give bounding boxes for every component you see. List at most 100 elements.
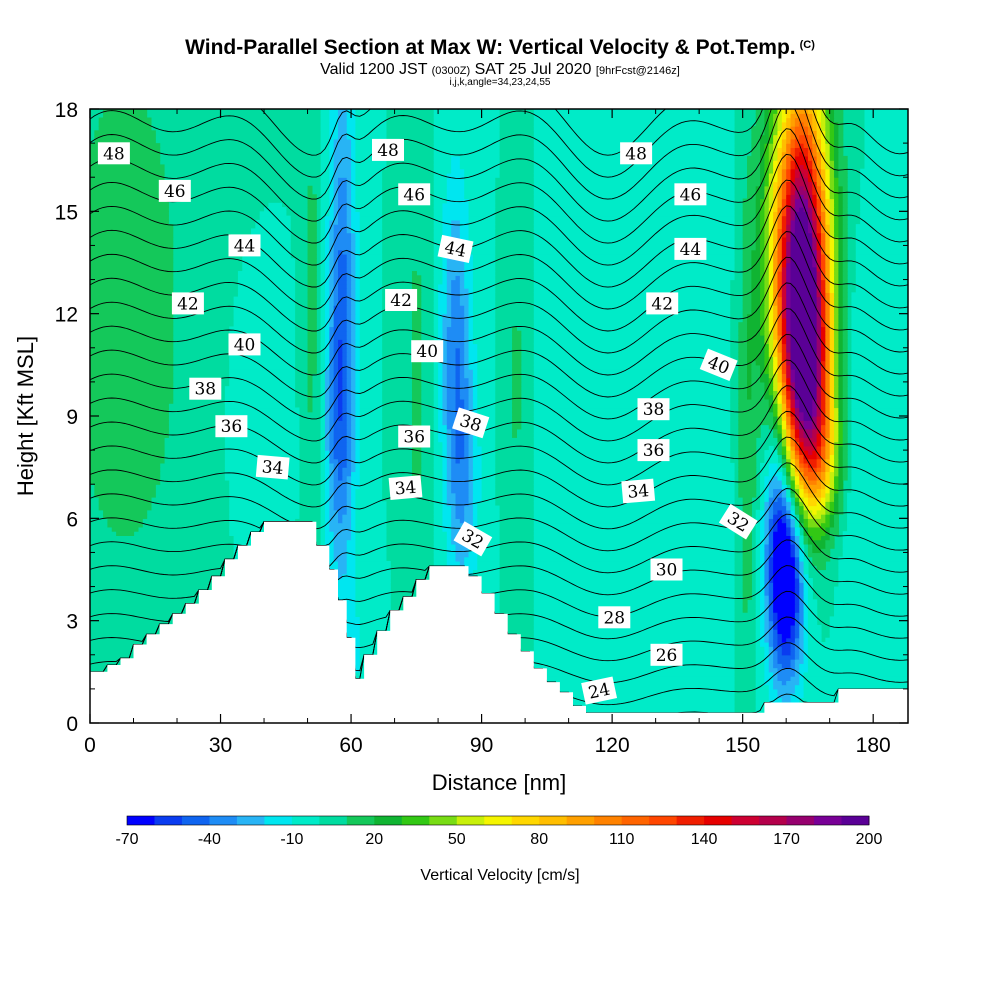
velocity-cell [451, 488, 470, 494]
velocity-cell [338, 356, 343, 362]
velocity-cell [477, 386, 496, 392]
velocity-cell [738, 398, 770, 404]
velocity-cell [90, 215, 169, 221]
velocity-cell [842, 543, 908, 549]
velocity-cell [768, 143, 774, 148]
velocity-cell [324, 497, 330, 502]
velocity-cell [755, 241, 761, 247]
velocity-cell [816, 407, 822, 413]
velocity-cell [90, 416, 169, 421]
velocity-cell [794, 172, 800, 178]
velocity-cell [829, 300, 835, 306]
velocity-cell [790, 241, 813, 247]
velocity-cell [320, 386, 326, 392]
velocity-cell [355, 177, 383, 183]
velocity-cell [786, 296, 792, 302]
velocity-cell [794, 484, 800, 490]
velocity-cell [442, 219, 452, 225]
velocity-cell [411, 445, 422, 451]
velocity-cell [446, 300, 452, 306]
velocity-cell [307, 390, 313, 396]
velocity-cell [786, 334, 792, 340]
velocity-cell [512, 407, 522, 413]
velocity-cell [807, 531, 826, 536]
velocity-cell [338, 475, 343, 481]
velocity-cell [307, 211, 317, 217]
velocity-cell [773, 386, 779, 392]
velocity-cell [764, 271, 770, 276]
velocity-cell [760, 211, 766, 217]
velocity-cell [764, 595, 770, 600]
velocity-cell [825, 352, 831, 357]
velocity-cell [346, 262, 352, 268]
velocity-cell [355, 424, 361, 430]
velocity-cell [834, 420, 839, 426]
velocity-cell [851, 356, 908, 362]
velocity-cell [224, 424, 300, 430]
velocity-cell [747, 364, 752, 370]
velocity-cell [760, 172, 766, 178]
velocity-cell [764, 505, 770, 511]
velocity-cell [229, 514, 300, 519]
velocity-cell [747, 322, 761, 328]
x-tick-label: 30 [209, 734, 232, 757]
velocity-cell [786, 313, 792, 319]
velocity-cell [777, 352, 783, 357]
velocity-cell [838, 424, 844, 430]
velocity-cell [755, 612, 761, 617]
velocity-cell [760, 198, 766, 204]
velocity-cell [351, 497, 357, 502]
velocity-cell [433, 360, 439, 366]
velocity-cell [794, 582, 800, 588]
velocity-cell [333, 347, 339, 353]
velocity-cell [786, 121, 792, 127]
velocity-cell [812, 253, 818, 259]
velocity-cell [764, 232, 770, 238]
velocity-cell [90, 292, 174, 298]
velocity-cell [838, 458, 844, 464]
velocity-cell [834, 518, 839, 524]
velocity-cell [786, 211, 792, 217]
velocity-cell [411, 390, 422, 396]
colorbar-swatch [456, 816, 485, 825]
velocity-cell [834, 390, 839, 396]
velocity-cell [320, 411, 326, 417]
velocity-cell [794, 190, 809, 195]
velocity-cell [764, 450, 779, 455]
velocity-cell [842, 326, 848, 332]
velocity-cell [533, 134, 735, 140]
velocity-cell [838, 471, 844, 477]
velocity-cell [533, 309, 731, 315]
velocity-cell [333, 339, 339, 345]
velocity-cell [777, 416, 783, 421]
velocity-cell [468, 552, 478, 558]
velocity-cell [351, 326, 357, 332]
velocity-cell [451, 309, 465, 315]
velocity-cell [760, 612, 766, 617]
velocity-cell [786, 518, 792, 524]
velocity-cell [760, 305, 766, 310]
velocity-cell [825, 492, 831, 498]
velocity-cell [464, 271, 474, 276]
contour-label-box [581, 676, 618, 705]
velocity-cell [468, 207, 496, 212]
velocity-cell [468, 334, 474, 340]
velocity-cell [329, 347, 335, 353]
velocity-cell [807, 126, 813, 131]
velocity-cell [768, 309, 774, 315]
velocity-cell [90, 190, 169, 195]
pot-temp-line [90, 333, 908, 420]
velocity-cell [233, 305, 296, 310]
velocity-cell [764, 305, 770, 310]
velocity-cell [324, 288, 330, 293]
velocity-cell [781, 224, 787, 229]
velocity-cell [786, 356, 792, 362]
velocity-cell [333, 556, 348, 562]
velocity-cell [829, 317, 835, 323]
velocity-cell [790, 198, 796, 204]
velocity-cell [834, 202, 839, 208]
pot-temp-line [90, 153, 908, 266]
velocity-cell [790, 117, 796, 123]
velocity-cell [825, 109, 831, 114]
velocity-cell [838, 202, 844, 208]
